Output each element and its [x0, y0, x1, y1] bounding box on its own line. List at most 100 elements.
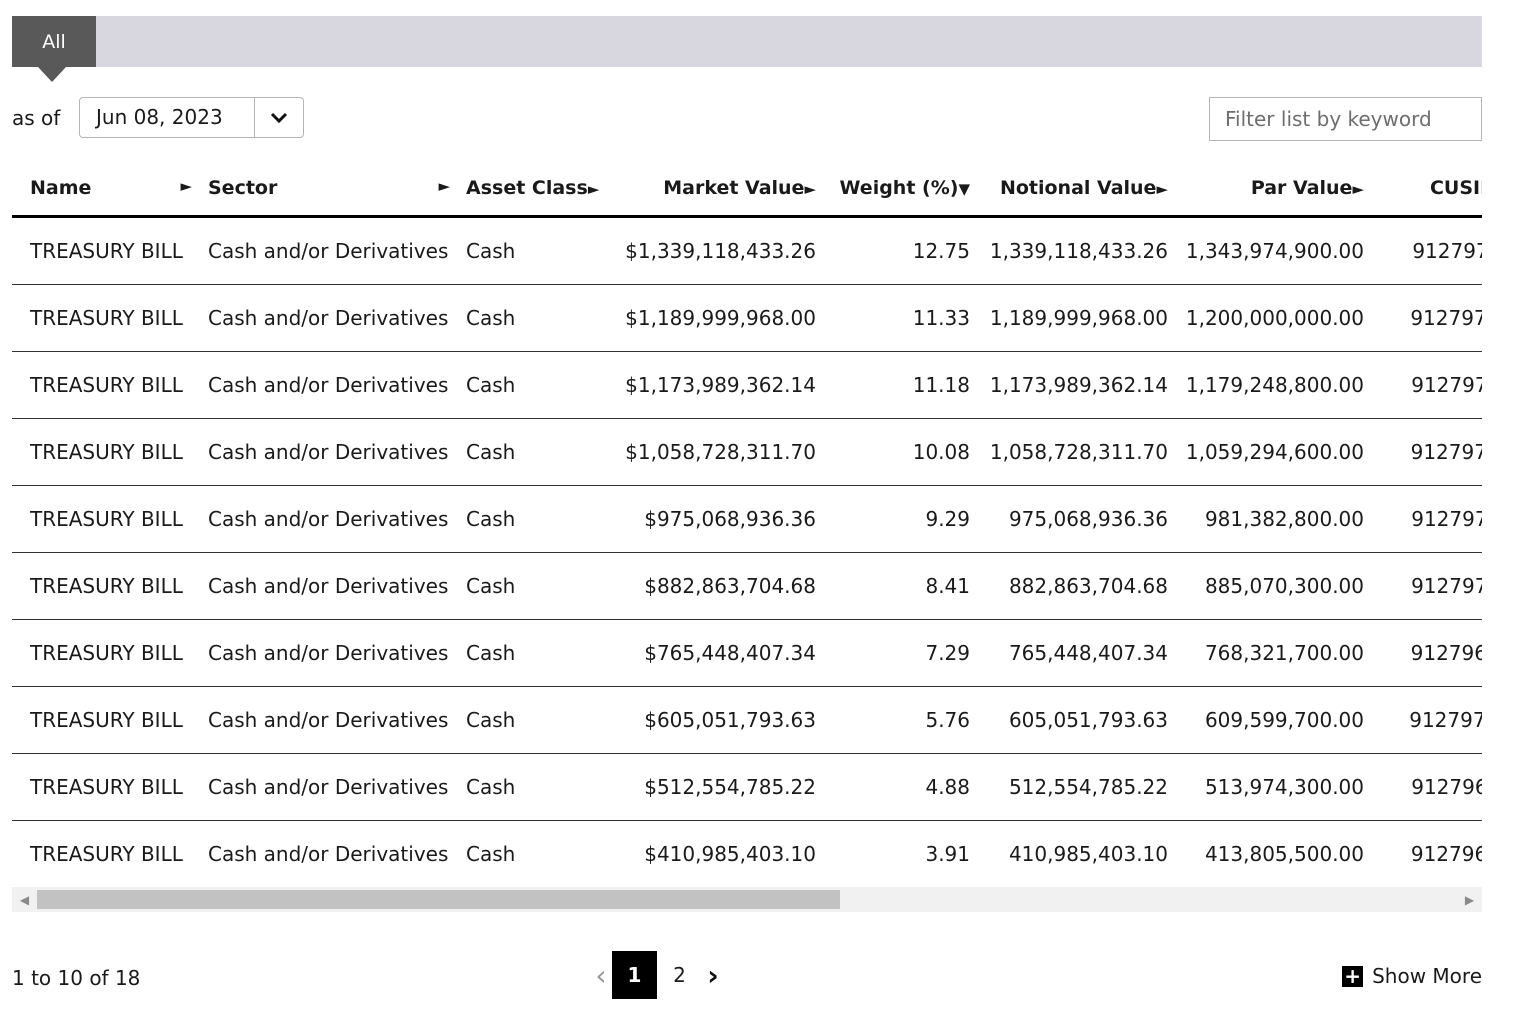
cell-cusip: 912797FN	[1372, 418, 1482, 486]
column-header-asset-class[interactable]: Asset Class►	[458, 160, 608, 218]
cell-par-value: 1,059,294,600.00	[1176, 418, 1372, 486]
scroll-left-icon[interactable]: ◀	[19, 892, 30, 907]
cell-notional-value: 1,058,728,311.70	[978, 418, 1176, 486]
cell-par-value: 768,321,700.00	[1176, 619, 1372, 687]
cell-par-value: 1,179,248,800.00	[1176, 351, 1372, 419]
table-row: TREASURY BILL Cash and/or Derivatives Cash…	[12, 418, 1482, 486]
tab-all[interactable]: All	[12, 16, 96, 67]
cell-name: TREASURY BILL	[12, 619, 200, 687]
page-1-button[interactable]: 1	[612, 951, 657, 999]
cell-market-value: $975,068,936.36	[608, 485, 824, 553]
cell-cusip: 912797FZ	[1372, 485, 1482, 553]
chevron-left-icon[interactable]: ‹	[595, 958, 607, 992]
cell-market-value: $605,051,793.63	[608, 686, 824, 754]
page-2-button[interactable]: 2	[673, 963, 686, 987]
sort-arrow-icon: ►	[1156, 179, 1168, 198]
cell-sector: Cash and/or Derivatives	[200, 753, 458, 821]
table-row: TREASURY BILL Cash and/or Derivatives Cash…	[12, 485, 1482, 553]
cell-weight: 8.41	[824, 552, 978, 620]
cell-name: TREASURY BILL	[12, 552, 200, 620]
cell-notional-value: 765,448,407.34	[978, 619, 1176, 687]
horizontal-scrollbar[interactable]: ◀ ▶	[12, 887, 1482, 912]
column-header-sector[interactable]: Sector ►	[200, 160, 458, 218]
table-header-row: Name ► Sector ► Asset Class► Market Valu…	[12, 160, 1482, 218]
cell-par-value: 413,805,500.00	[1176, 820, 1372, 887]
cell-cusip: 912797FF	[1372, 216, 1482, 285]
cell-notional-value: 882,863,704.68	[978, 552, 1176, 620]
cell-name: TREASURY BILL	[12, 284, 200, 352]
cell-notional-value: 975,068,936.36	[978, 485, 1176, 553]
cell-notional-value: 512,554,785.22	[978, 753, 1176, 821]
cell-sector: Cash and/or Derivatives	[200, 351, 458, 419]
column-header-label: Notional Value	[999, 176, 1157, 199]
cell-asset-class: Cash	[458, 619, 608, 687]
cell-name: TREASURY BILL	[12, 216, 200, 285]
column-header-label: Name	[30, 176, 92, 199]
tab-bar: All	[12, 16, 1482, 82]
table-row: TREASURY BILL Cash and/or Derivatives Cash…	[12, 552, 1482, 620]
cell-cusip: 912797FC	[1372, 552, 1482, 620]
cell-weight: 4.88	[824, 753, 978, 821]
cell-weight: 9.29	[824, 485, 978, 553]
show-more-label: Show More	[1372, 964, 1482, 988]
cell-cusip: 912797GF	[1372, 284, 1482, 352]
cell-asset-class: Cash	[458, 552, 608, 620]
column-header-cusip[interactable]: CUSIP	[1372, 160, 1482, 218]
result-count: 1 to 10 of 18	[12, 966, 141, 990]
sort-desc-icon: ▼	[958, 179, 970, 198]
cell-asset-class: Cash	[458, 686, 608, 754]
as-of-label: as of	[12, 106, 61, 130]
column-header-par-value[interactable]: Par Value►	[1176, 160, 1372, 218]
cell-name: TREASURY BILL	[12, 820, 200, 887]
cell-weight: 5.76	[824, 686, 978, 754]
cell-market-value: $410,985,403.10	[608, 820, 824, 887]
cell-market-value: $1,173,989,362.14	[608, 351, 824, 419]
cell-name: TREASURY BILL	[12, 686, 200, 754]
date-dropdown-button[interactable]	[254, 98, 303, 137]
column-header-weight[interactable]: Weight (%)▼	[824, 160, 978, 218]
cell-cusip: 912796ZF	[1372, 753, 1482, 821]
date-select[interactable]: Jun 08, 2023	[79, 97, 304, 138]
cell-market-value: $1,058,728,311.70	[608, 418, 824, 486]
cell-sector: Cash and/or Derivatives	[200, 820, 458, 887]
column-header-label: Par Value	[1250, 176, 1353, 199]
sort-arrow-icon: ►	[804, 179, 816, 198]
cell-name: TREASURY BILL	[12, 485, 200, 553]
column-header-notional-value[interactable]: Notional Value►	[978, 160, 1176, 218]
cell-cusip: 912796YZ	[1372, 820, 1482, 887]
table-row: TREASURY BILL Cash and/or Derivatives Cash…	[12, 619, 1482, 687]
show-more-button[interactable]: + Show More	[1342, 964, 1482, 988]
column-header-market-value[interactable]: Market Value►	[608, 160, 824, 218]
scroll-right-icon[interactable]: ▶	[1464, 892, 1475, 907]
active-tab-pointer	[38, 67, 66, 82]
chevron-right-icon[interactable]: ›	[707, 958, 719, 992]
cell-notional-value: 605,051,793.63	[978, 686, 1176, 754]
date-value: Jun 08, 2023	[96, 105, 223, 129]
table-row: TREASURY BILL Cash and/or Derivatives Cash…	[12, 284, 1482, 352]
plus-box-icon: +	[1342, 965, 1364, 987]
sort-arrow-icon: ►	[1352, 179, 1364, 198]
sort-arrow-icon: ►	[587, 179, 600, 198]
holdings-table: Name ► Sector ► Asset Class► Market Valu…	[12, 160, 1482, 887]
cell-sector: Cash and/or Derivatives	[200, 216, 458, 285]
cell-market-value: $1,189,999,968.00	[608, 284, 824, 352]
table-row: TREASURY BILL Cash and/or Derivatives Cash…	[12, 351, 1482, 419]
cell-asset-class: Cash	[458, 216, 608, 285]
cell-market-value: $765,448,407.34	[608, 619, 824, 687]
cell-weight: 7.29	[824, 619, 978, 687]
cell-par-value: 885,070,300.00	[1176, 552, 1372, 620]
table-row: TREASURY BILL Cash and/or Derivatives Cash…	[12, 686, 1482, 754]
cell-notional-value: 1,189,999,968.00	[978, 284, 1176, 352]
table-row: TREASURY BILL Cash and/or Derivatives Cash…	[12, 753, 1482, 821]
scrollbar-thumb[interactable]	[37, 890, 840, 909]
column-header-name[interactable]: Name ►	[12, 160, 200, 218]
cell-market-value: $512,554,785.22	[608, 753, 824, 821]
cell-weight: 11.33	[824, 284, 978, 352]
filter-keyword-input[interactable]	[1209, 97, 1482, 141]
cell-market-value: $1,339,118,433.26	[608, 216, 824, 285]
cell-cusip: 912796ZS	[1372, 619, 1482, 687]
cell-par-value: 513,974,300.00	[1176, 753, 1372, 821]
cell-par-value: 1,343,974,900.00	[1176, 216, 1372, 285]
cell-name: TREASURY BILL	[12, 351, 200, 419]
cell-par-value: 981,382,800.00	[1176, 485, 1372, 553]
